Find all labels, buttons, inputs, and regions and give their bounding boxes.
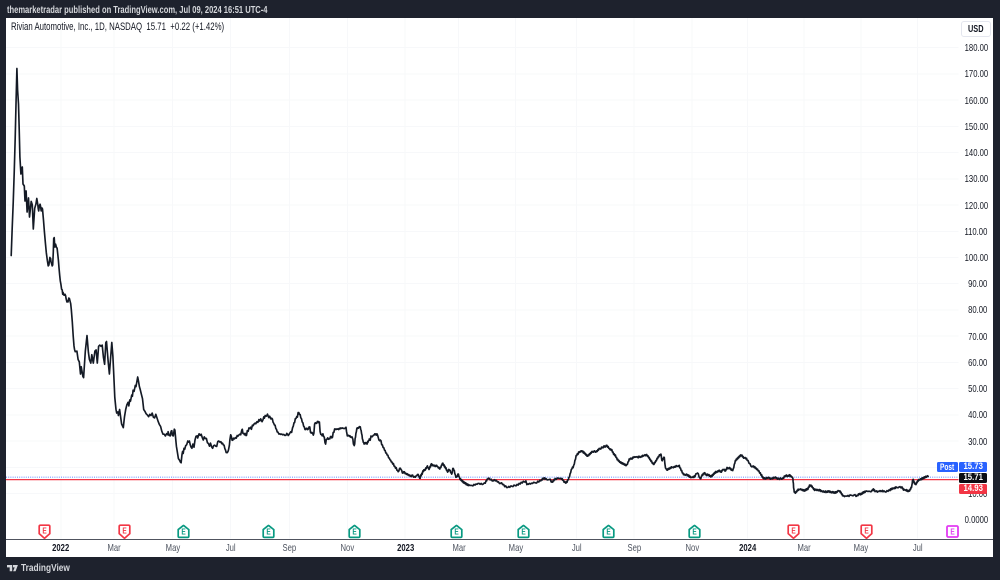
svg-text:E: E — [521, 526, 525, 536]
svg-text:E: E — [181, 526, 185, 536]
svg-text:E: E — [692, 526, 696, 536]
svg-text:E: E — [951, 526, 955, 536]
svg-text:E: E — [122, 526, 126, 536]
svg-text:E: E — [791, 526, 795, 536]
svg-text:E: E — [864, 526, 868, 536]
svg-text:E: E — [454, 526, 458, 536]
svg-text:E: E — [606, 526, 610, 536]
svg-text:E: E — [352, 526, 356, 536]
svg-text:E: E — [266, 526, 270, 536]
svg-text:E: E — [42, 526, 46, 536]
